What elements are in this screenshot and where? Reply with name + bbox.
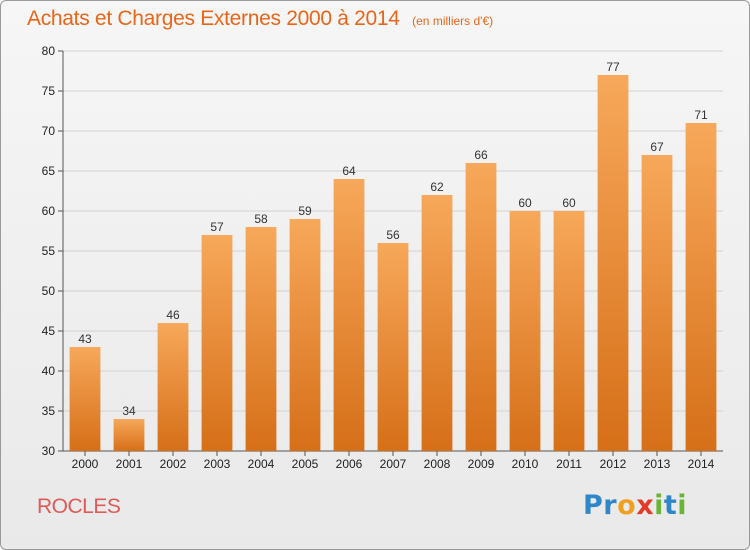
- data-label: 64: [342, 164, 356, 178]
- data-label: 57: [210, 220, 224, 234]
- y-tick-label: 30: [42, 444, 56, 458]
- chart-title: Achats et Charges Externes 2000 à 2014: [27, 7, 400, 30]
- x-tick-label: 2010: [512, 457, 539, 471]
- logo-letter: P: [583, 490, 604, 521]
- bar-layer: [69, 75, 717, 451]
- bar-2002: [157, 323, 189, 451]
- y-tick-label: 65: [42, 164, 56, 178]
- data-label: 56: [386, 228, 400, 242]
- data-label: 60: [562, 196, 576, 210]
- logo-letter: r: [603, 490, 618, 521]
- y-tick-label: 50: [42, 284, 56, 298]
- y-tick-label: 40: [42, 364, 56, 378]
- x-tick-label: 2008: [424, 457, 451, 471]
- data-label: 43: [78, 332, 92, 346]
- x-tick-label: 2007: [380, 457, 407, 471]
- data-label: 66: [474, 148, 488, 162]
- x-tick-label: 2011: [556, 457, 582, 471]
- y-tick-label: 75: [42, 84, 56, 98]
- bar-2005: [289, 219, 321, 451]
- data-label: 58: [254, 212, 268, 226]
- bar-2013: [641, 155, 673, 451]
- x-tick-label: 2000: [72, 457, 99, 471]
- logo-letter: o: [617, 490, 637, 521]
- x-tick-label: 2006: [336, 457, 363, 471]
- bar-2000: [69, 347, 101, 451]
- bar-2009: [465, 163, 497, 451]
- bar-2007: [377, 243, 409, 451]
- bar-2012: [597, 75, 629, 451]
- data-label: 46: [166, 308, 180, 322]
- y-tick-label: 55: [42, 244, 56, 258]
- data-label: 60: [518, 196, 532, 210]
- data-label: 34: [122, 404, 136, 418]
- logo-letter: i: [654, 490, 664, 521]
- data-label: 77: [606, 60, 620, 74]
- x-tick-label: 2003: [204, 457, 231, 471]
- proxiti-logo: Proxiti: [583, 490, 687, 521]
- x-tick-label: 2001: [116, 457, 143, 471]
- bar-2001: [113, 419, 145, 451]
- title-row: Achats et Charges Externes 2000 à 2014 (…: [27, 7, 493, 31]
- chart-subtitle: (en milliers d'€): [412, 14, 494, 28]
- data-label: 71: [694, 108, 708, 122]
- y-tick-label: 80: [42, 44, 56, 58]
- bar-2011: [553, 211, 585, 451]
- data-label: 67: [650, 140, 664, 154]
- bar-2010: [509, 211, 541, 451]
- x-tick-label: 2002: [160, 457, 187, 471]
- x-tick-label: 2009: [468, 457, 495, 471]
- x-tick-label: 2004: [248, 457, 275, 471]
- data-label: 59: [298, 204, 312, 218]
- bar-2014: [685, 123, 717, 451]
- bar-2003: [201, 235, 233, 451]
- data-label: 62: [430, 180, 444, 194]
- bar-2006: [333, 179, 365, 451]
- y-tick-label: 70: [42, 124, 56, 138]
- bar-2008: [421, 195, 453, 451]
- x-tick-label: 2014: [688, 457, 715, 471]
- y-tick-label: 45: [42, 324, 56, 338]
- x-tick-label: 2013: [644, 457, 671, 471]
- y-tick-label: 60: [42, 204, 56, 218]
- y-tick-label: 35: [42, 404, 56, 418]
- place-name: ROCLES: [37, 495, 121, 518]
- x-tick-label: 2005: [292, 457, 319, 471]
- logo-letter: t: [663, 490, 678, 521]
- label-layer: 43 34 46 57 58 59 64 56 62 66 60 60 77 67 71: [78, 60, 708, 418]
- bar-2004: [245, 227, 277, 451]
- logo-letter: x: [636, 490, 655, 521]
- x-tick-label: 2012: [600, 457, 627, 471]
- logo-letter: i: [677, 490, 688, 521]
